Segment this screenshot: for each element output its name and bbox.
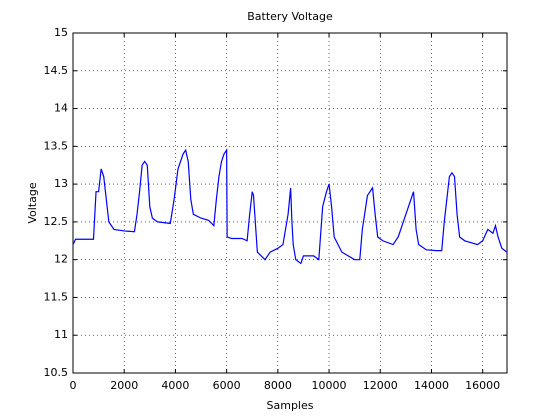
y-tick-label: 13.5 [44, 139, 69, 152]
x-tick-label: 2000 [110, 379, 138, 392]
x-tick-label: 12000 [363, 379, 398, 392]
y-tick-label: 12.5 [44, 215, 69, 228]
x-tick-label: 16000 [465, 379, 500, 392]
y-tick-label: 15 [54, 26, 68, 39]
y-tick-label: 13 [54, 177, 68, 190]
y-tick-label: 14.5 [44, 64, 69, 77]
x-tick-label: 14000 [414, 379, 449, 392]
data-line [72, 148, 508, 265]
y-tick-label: 11 [54, 328, 68, 341]
y-tick-label: 10.5 [44, 366, 69, 379]
x-tick-label: 4000 [161, 379, 189, 392]
x-tick-label: 8000 [264, 379, 292, 392]
chart-title: Battery Voltage [247, 10, 333, 23]
x-tick-label: 10000 [312, 379, 347, 392]
y-tick-label: 14 [54, 102, 68, 115]
x-tick-label: 0 [70, 379, 77, 392]
y-tick-label: 12 [54, 253, 68, 266]
y-tick-label: 11.5 [44, 290, 69, 303]
x-axis-label: Samples [267, 399, 314, 412]
y-axis-label: Voltage [26, 182, 39, 223]
axes-box [72, 32, 508, 374]
x-tick-label: 6000 [213, 379, 241, 392]
